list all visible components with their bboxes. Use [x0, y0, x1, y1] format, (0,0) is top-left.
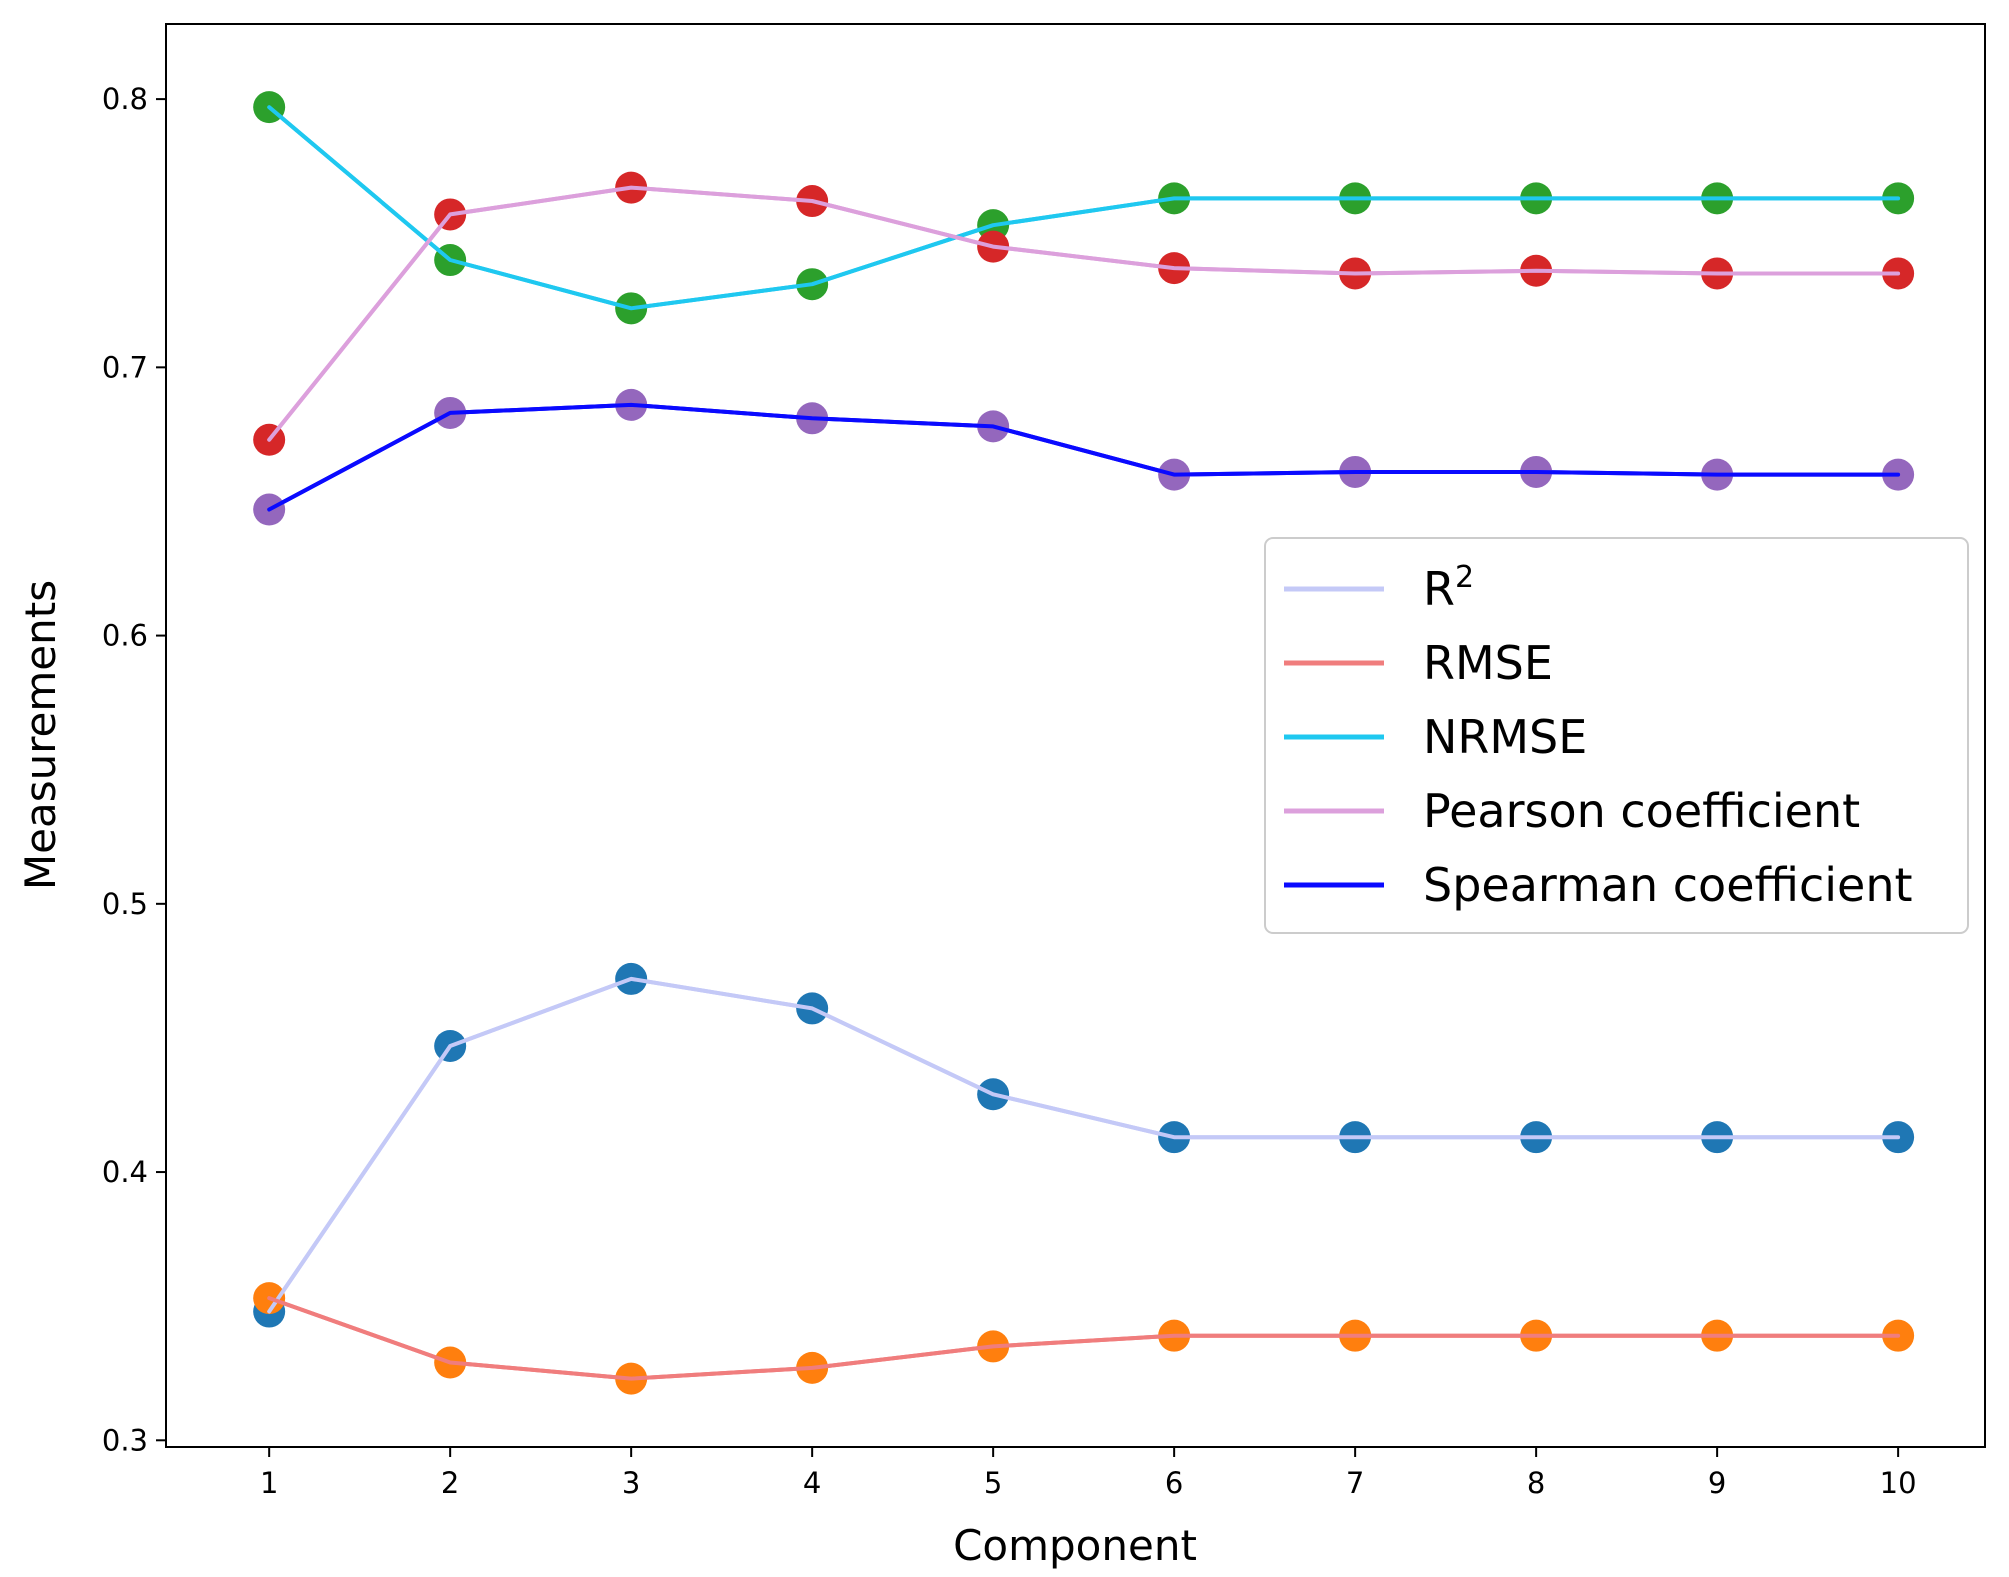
series-line-overlay-2: [267, 105, 1901, 311]
legend-label-0: R2: [1423, 560, 1474, 616]
y-tick-label: 0.8: [102, 82, 148, 116]
y-tick-label: 0.7: [102, 350, 148, 384]
series-line-overlay-4: [267, 402, 1901, 512]
plot-frame: [165, 23, 1986, 1448]
y-tick-label: 0.4: [102, 1155, 148, 1189]
x-axis: 1 2 3 4 5 6 7 8 9 10: [260, 1447, 1917, 1500]
x-tick-label: 6: [1165, 1466, 1183, 1500]
legend-label-3: Pearson coefficient: [1423, 784, 1860, 838]
x-tick-label: 7: [1346, 1466, 1364, 1500]
y-axis-label: Measurements: [16, 580, 65, 890]
legend-label-2: NRMSE: [1423, 710, 1587, 764]
legend: R2 RMSE NRMSE Pearson coefficient Spearman c…: [1264, 537, 1969, 934]
x-tick-label: 9: [1708, 1466, 1726, 1500]
y-axis: 0.3 0.4 0.5 0.6 0.7 0.8: [102, 82, 166, 1457]
legend-label-1: RMSE: [1423, 636, 1553, 690]
x-tick-label: 8: [1527, 1466, 1545, 1500]
x-tick-label: 5: [984, 1466, 1002, 1500]
series-markers: [253, 91, 1915, 1395]
y-tick-label: 0.3: [102, 1423, 148, 1457]
x-tick-label: 10: [1880, 1466, 1917, 1500]
series-line-overlay-3: [267, 185, 1901, 442]
legend-box: [1264, 537, 1969, 934]
x-tick-label: 1: [260, 1466, 278, 1500]
series-line-overlay-1: [267, 1296, 1901, 1381]
legend-label-4: Spearman coefficient: [1423, 858, 1913, 912]
x-tick-label: 4: [803, 1466, 821, 1500]
y-tick-label: 0.5: [102, 887, 148, 921]
y-tick-label: 0.6: [102, 619, 148, 653]
series-line-overlay-0: [267, 976, 1901, 1314]
x-tick-label: 3: [622, 1466, 640, 1500]
x-tick-label: 2: [441, 1466, 459, 1500]
x-axis-label: Component: [953, 1521, 1197, 1570]
